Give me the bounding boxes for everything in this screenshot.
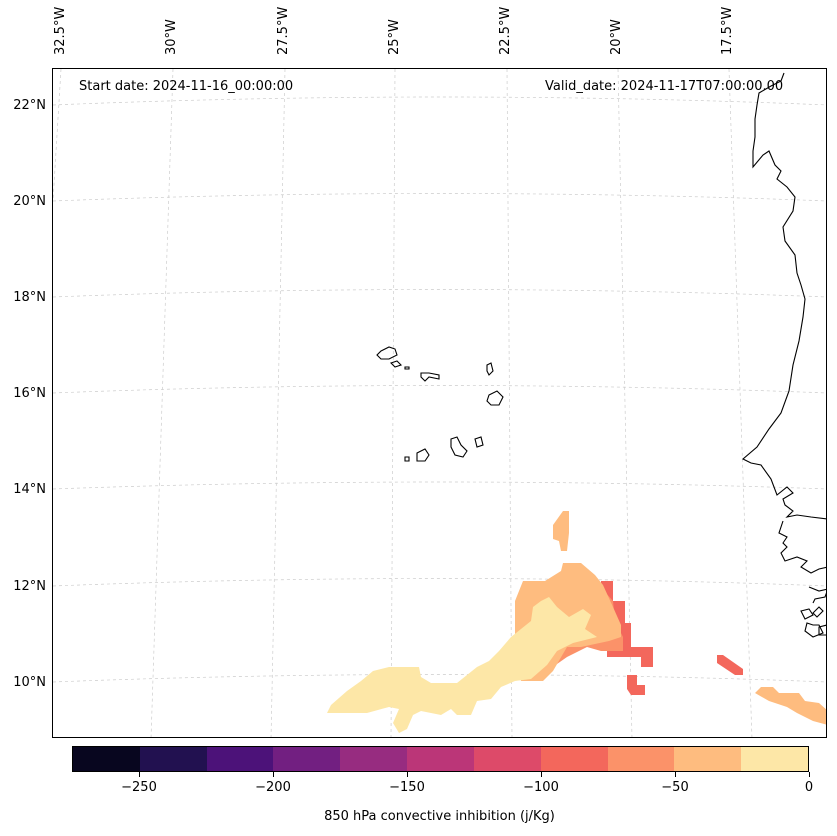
island-santiago bbox=[450, 436, 468, 458]
lat-label-12n: 12°N bbox=[13, 579, 46, 594]
colorbar-bin-6 bbox=[473, 747, 541, 771]
colorbar-tick-label: 0 bbox=[804, 780, 814, 795]
lon-label-27-5w: 27.5°W bbox=[276, 6, 291, 55]
lat-label-18n: 18°N bbox=[13, 290, 46, 305]
island-santo-antao bbox=[376, 346, 398, 360]
lon-label-25w: 25°W bbox=[387, 19, 402, 55]
colorbar-tick-label: −100 bbox=[523, 780, 559, 795]
lon-label-30w: 30°W bbox=[164, 19, 179, 55]
island-sao-nicolau bbox=[420, 372, 440, 382]
colorbar-tick bbox=[808, 772, 810, 777]
lat-label-16n: 16°N bbox=[13, 386, 46, 401]
lat-label-20n: 20°N bbox=[13, 194, 46, 209]
lon-label-20w: 20°W bbox=[609, 19, 624, 55]
map-panel[interactable]: Start date: 2024-11-16_00:00:00 Valid_da… bbox=[52, 68, 827, 738]
colorbar-tick-label: −150 bbox=[389, 780, 425, 795]
colorbar-tick bbox=[406, 772, 408, 777]
cin-region-0-to-minus-25 bbox=[327, 597, 597, 733]
island-boa-vista bbox=[486, 390, 504, 406]
lat-label-10n: 10°N bbox=[13, 675, 46, 690]
cin-region-minus-25-to-50 bbox=[755, 687, 826, 725]
colorbar bbox=[72, 746, 809, 772]
lon-label-32-5w: 32.5°W bbox=[53, 6, 68, 55]
lat-label-22n: 22°N bbox=[13, 98, 46, 113]
colorbar-tick bbox=[272, 772, 274, 777]
island-sao-vicente bbox=[389, 360, 403, 368]
colorbar-bin-8 bbox=[607, 747, 675, 771]
colorbar-tick-label: −200 bbox=[255, 780, 291, 795]
colorbar-tick-label: −250 bbox=[121, 780, 157, 795]
island-fogo bbox=[416, 448, 430, 462]
island-sal bbox=[486, 362, 494, 376]
start-date-label: Start date: 2024-11-16_00:00:00 bbox=[79, 79, 294, 94]
cin-field bbox=[327, 511, 826, 733]
colorbar-bin-7 bbox=[540, 747, 608, 771]
colorbar-title: 850 hPa convective inhibition (j/Kg) bbox=[324, 809, 555, 824]
colorbar-bin-3 bbox=[273, 747, 341, 771]
colorbar-tick-label: −50 bbox=[661, 780, 689, 795]
lon-label-22-5w: 22.5°W bbox=[498, 6, 513, 55]
map-canvas bbox=[53, 69, 826, 737]
colorbar-tick bbox=[138, 772, 140, 777]
coastlines bbox=[376, 72, 826, 638]
african-coastline bbox=[742, 72, 826, 520]
island-maio bbox=[474, 436, 484, 448]
colorbar-bin-9 bbox=[674, 747, 742, 771]
lat-label-14n: 14°N bbox=[13, 482, 46, 497]
colorbar-bin-1 bbox=[139, 747, 207, 771]
valid-date-label: Valid_date: 2024-11-17T07:00:00.00 bbox=[545, 79, 784, 94]
island-brava bbox=[404, 456, 410, 462]
colorbar-bin-5 bbox=[407, 747, 474, 771]
colorbar-bin-4 bbox=[340, 747, 408, 771]
colorbar-tick bbox=[540, 772, 542, 777]
graticule bbox=[53, 69, 826, 737]
colorbar-bin-10 bbox=[741, 747, 808, 771]
island-santa-luzia bbox=[404, 366, 410, 370]
colorbar-bin-0 bbox=[73, 747, 140, 771]
colorbar-bin-2 bbox=[206, 747, 274, 771]
cin-region-minus-75-to-100 bbox=[717, 655, 743, 675]
colorbar-tick bbox=[674, 772, 676, 777]
cin-region-minus-75-to-100 bbox=[627, 675, 645, 695]
cin-region-minus-25-to-50 bbox=[553, 511, 569, 551]
lon-label-17-5w: 17.5°W bbox=[720, 6, 735, 55]
